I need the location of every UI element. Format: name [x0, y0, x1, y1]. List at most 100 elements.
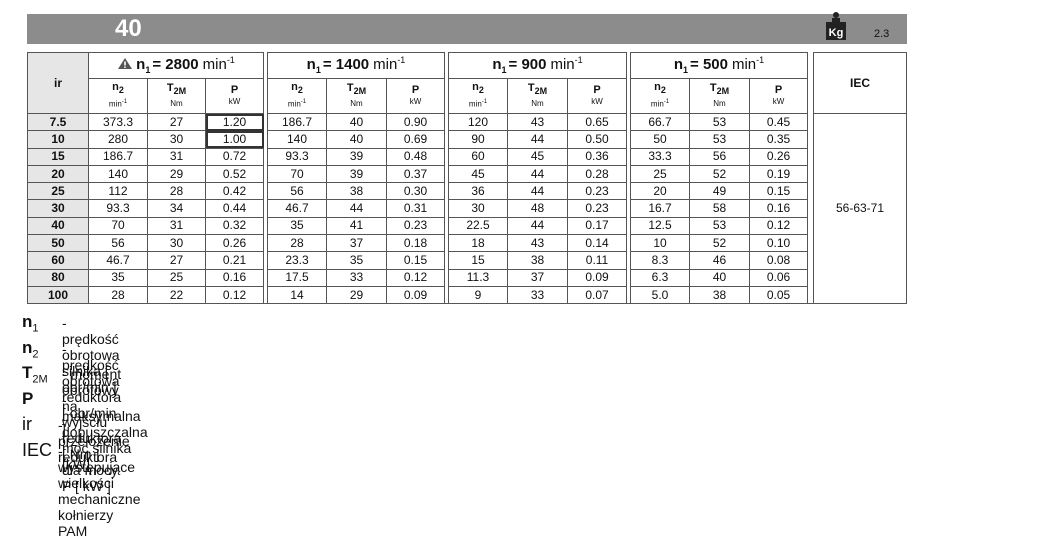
cell: 0.18 — [386, 234, 445, 253]
cell: 0.65 — [567, 112, 627, 132]
cell: 28 — [147, 182, 206, 201]
group-sub: 1 — [501, 65, 507, 75]
cell: 40 — [326, 112, 387, 132]
cell: 0.69 — [386, 130, 445, 149]
cell: 41 — [326, 216, 387, 236]
unit-text: kW — [228, 97, 241, 106]
ir-value: 100 — [27, 285, 89, 305]
data-row: 50 56 30 0.26 28 37 0.18 18 43 0.14 10 52 0.10 — [27, 234, 907, 253]
cell: 0.45 — [749, 112, 808, 132]
unit-text: Nm — [170, 98, 183, 108]
group-unit: min — [731, 56, 757, 73]
cell: 25 — [630, 164, 690, 184]
unit-text: kW — [772, 97, 785, 106]
unit-sup: -1 — [300, 99, 307, 106]
gap — [807, 286, 814, 305]
cell: 35 — [88, 268, 148, 287]
cell: 36 — [448, 182, 508, 201]
cell: 33 — [507, 285, 568, 305]
group-header: n1 = 2800 min-1 — [88, 52, 264, 79]
cell: 48 — [507, 199, 568, 218]
cell: 0.17 — [567, 216, 627, 236]
column-header: n2 min-1 — [448, 78, 508, 114]
cell: 44 — [507, 130, 568, 149]
cell: 44 — [507, 182, 568, 201]
cell: 29 — [147, 164, 206, 184]
cell: 1.20 — [205, 112, 264, 132]
data-row: 80 35 25 0.16 17.5 33 0.12 11.3 37 0.09 6.3 40 0.06 — [27, 268, 907, 287]
cell: 11.3 — [448, 268, 508, 287]
data-row: 10 280 30 1.00 140 40 0.69 90 44 0.50 50 53 0.35 — [27, 130, 907, 149]
cell: 93.3 — [88, 199, 148, 218]
cell: 30 — [147, 234, 206, 253]
cell: 0.12 — [749, 216, 808, 236]
group-header: n1 = 1400 min-1 — [267, 52, 445, 79]
cell: 44 — [507, 216, 568, 236]
group-speed: = 2800 — [152, 56, 199, 73]
cell: 0.06 — [749, 268, 808, 287]
cell: 53 — [689, 216, 750, 236]
cell: 45 — [507, 147, 568, 166]
cell: 43 — [507, 112, 568, 132]
column-unit: min-1 — [449, 96, 507, 111]
column-symbol: n2 — [472, 81, 484, 96]
cell: 0.72 — [205, 147, 264, 166]
cell: 70 — [88, 216, 148, 236]
column-sub: 2M — [173, 86, 187, 97]
gap — [807, 165, 814, 183]
cell: 12.5 — [630, 216, 690, 236]
column-symbol: T2M — [346, 82, 367, 97]
gap — [807, 78, 814, 114]
column-symbol: T2M — [166, 82, 187, 97]
cell: 0.16 — [205, 268, 264, 287]
ir-value: 60 — [27, 251, 89, 270]
ir-value: 50 — [27, 234, 89, 253]
legend-text: - prędkość obrotowa silnika [ obr/min ] — [62, 315, 120, 395]
group-unit: min — [202, 56, 227, 73]
cell: 37 — [326, 234, 387, 253]
symbol-text: ir — [22, 414, 32, 435]
cell: 0.10 — [749, 234, 808, 253]
cell: 30 — [448, 199, 508, 218]
cell: 1.00 — [205, 130, 264, 149]
group-speed: = 500 — [690, 56, 728, 73]
cell: 40 — [326, 130, 387, 149]
cell: 22.5 — [448, 216, 508, 236]
cell: 66.7 — [630, 112, 690, 132]
group-symbol: n1 — [306, 56, 321, 75]
cell: 0.90 — [386, 112, 445, 132]
cell: 0.21 — [205, 251, 264, 270]
column-header: n2 min-1 — [267, 78, 327, 114]
ir-header: ir — [27, 52, 89, 114]
data-row: 20 140 29 0.52 70 39 0.37 45 44 0.28 25 52 0.19 — [27, 164, 907, 184]
cell: 0.05 — [749, 285, 808, 305]
cell: 22 — [147, 285, 206, 305]
cell: 0.07 — [567, 285, 627, 305]
data-row: 25 112 28 0.42 56 38 0.30 36 44 0.23 20 49 0.15 — [27, 182, 907, 201]
cell: 70 — [267, 164, 327, 184]
column-sub: 2 — [118, 85, 124, 96]
performance-table: ir n1 = 2800 min-1 n1 = 1400 min-1 n1 = 900 min-1… — [27, 52, 907, 305]
ir-value: 40 — [27, 216, 89, 236]
cell: 37 — [507, 268, 568, 287]
column-sub: 2 — [297, 85, 303, 96]
cell: 38 — [326, 182, 387, 201]
symbol-text: n — [22, 337, 33, 357]
unit-text: Nm — [713, 98, 726, 108]
cell: 10 — [630, 234, 690, 253]
column-unit: kW — [750, 96, 807, 108]
group-header-row: ir n1 = 2800 min-1 n1 = 1400 min-1 n1 = 900 min-1… — [27, 52, 907, 114]
cell: 0.09 — [386, 285, 445, 305]
cell: 18 — [448, 234, 508, 253]
group-sup: -1 — [574, 55, 583, 65]
cell: 0.31 — [386, 199, 445, 218]
column-unit: kW — [387, 96, 444, 108]
column-unit: Nm — [148, 98, 205, 110]
group-symbol: n1 — [136, 56, 151, 75]
cell: 0.50 — [567, 130, 627, 149]
column-symbol: P — [593, 84, 601, 96]
ir-value: 15 — [27, 147, 89, 166]
